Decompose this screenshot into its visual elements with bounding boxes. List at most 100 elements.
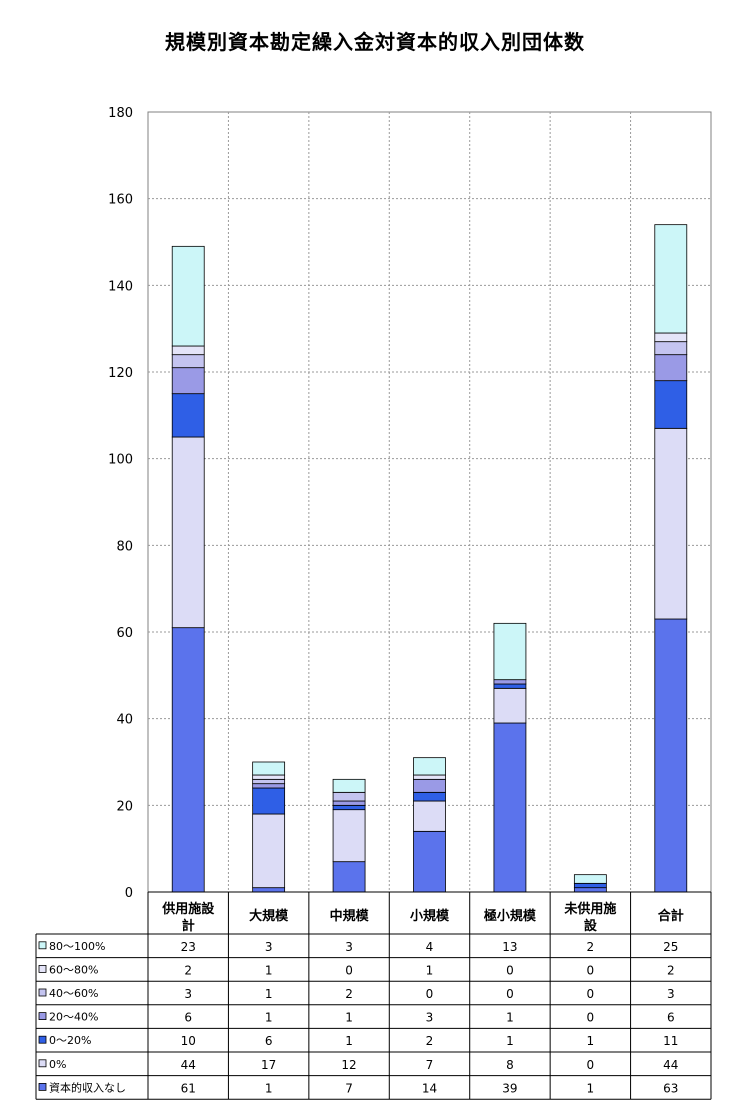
- table-value: 4: [426, 940, 434, 954]
- legend-swatch: [38, 941, 47, 950]
- table-value: 7: [426, 1058, 434, 1072]
- table-value: 14: [422, 1081, 437, 1095]
- table-value: 1: [265, 1081, 273, 1095]
- table-value: 2: [667, 963, 675, 977]
- table-value: 6: [667, 1011, 675, 1025]
- legend-label: 40～60%: [49, 987, 98, 1000]
- table-value: 13: [502, 940, 517, 954]
- axis-layer: 0 20 40 60 80 100 120 140 160 180: [108, 106, 711, 901]
- table-value: 44: [181, 1058, 196, 1072]
- bar-segment: [493, 683, 527, 689]
- bar-segment: [654, 354, 688, 382]
- bar-segment: [252, 774, 286, 780]
- bar-segment: [573, 887, 607, 893]
- y-tick-label: 140: [108, 279, 133, 294]
- y-tick-label: 60: [116, 626, 133, 641]
- table-value: 3: [426, 1011, 434, 1025]
- bar-segment: [171, 354, 205, 369]
- y-tick-label: 160: [108, 193, 133, 208]
- bar-segment: [171, 436, 205, 629]
- bar-segment: [171, 393, 205, 438]
- table-value: 0: [345, 963, 353, 977]
- bar-segment: [171, 367, 205, 395]
- bar-segment: [493, 679, 527, 685]
- bar-segment: [413, 791, 446, 802]
- legend-label: 0%: [49, 1058, 66, 1071]
- y-tick-label: 0: [125, 886, 133, 901]
- table-value: 0: [587, 963, 595, 977]
- table-value: 39: [502, 1081, 517, 1095]
- table-value: 6: [184, 1011, 192, 1025]
- bar-segment: [171, 345, 205, 356]
- bar-segment: [171, 245, 205, 347]
- bar-segment: [252, 887, 286, 893]
- bar-segment: [573, 874, 607, 884]
- table-value: 17: [261, 1058, 276, 1072]
- legend-swatch: [38, 1059, 47, 1068]
- bar-segment: [573, 882, 607, 889]
- bar-segment: [413, 757, 446, 776]
- y-tick-label: 100: [108, 453, 133, 468]
- table-value: 7: [345, 1081, 353, 1095]
- table-value: 0: [587, 987, 595, 1001]
- table-value: 1: [426, 963, 434, 977]
- table-value: 2: [587, 940, 595, 954]
- category-label: 計: [182, 918, 195, 934]
- category-label: 極小規模: [483, 908, 537, 924]
- category-label: 合計: [658, 908, 684, 924]
- bar-segment: [654, 341, 688, 356]
- table-value: 0: [506, 963, 514, 977]
- table-value: 3: [265, 940, 273, 954]
- table-value: 1: [587, 1034, 595, 1048]
- bar-segment: [332, 791, 366, 802]
- table-value: 25: [663, 940, 678, 954]
- bar-segment: [493, 622, 527, 681]
- legend-label: 資本的収入なし: [49, 1080, 126, 1094]
- table-value: 2: [426, 1034, 434, 1048]
- category-label: 大規模: [249, 908, 289, 924]
- table-value: 2: [345, 987, 353, 1001]
- bar-segment: [413, 830, 446, 893]
- legend-label: 0～20%: [49, 1034, 91, 1047]
- bar-segment: [171, 627, 205, 893]
- table-value: 8: [506, 1058, 514, 1072]
- legend-swatch: [38, 1083, 47, 1091]
- table-value: 1: [506, 1034, 514, 1048]
- category-label: 小規模: [410, 908, 450, 924]
- bar-segment: [332, 804, 366, 811]
- bar-segment: [252, 813, 286, 889]
- table-value: 6: [265, 1034, 273, 1048]
- y-tick-label: 40: [116, 713, 133, 728]
- bar-segment: [654, 224, 688, 334]
- table-value: 0: [587, 1011, 595, 1025]
- legend-swatch: [38, 1012, 47, 1020]
- legend-swatch: [38, 988, 47, 997]
- category-label: 中規模: [330, 908, 370, 924]
- table-value: 12: [341, 1058, 356, 1072]
- bar-segment: [493, 722, 527, 893]
- table-value: 1: [587, 1081, 595, 1095]
- table-value: 11: [663, 1034, 678, 1048]
- table-value: 1: [265, 987, 273, 1001]
- table-value: 1: [506, 1011, 514, 1025]
- table-value: 1: [265, 963, 273, 977]
- bar-segment: [654, 332, 688, 343]
- category-label: 設: [584, 918, 598, 934]
- y-tick-label: 120: [108, 366, 133, 381]
- legend-label: 60～80%: [49, 963, 98, 976]
- chart-title: 規模別資本勘定繰入金対資本的収入別団体数: [165, 30, 585, 54]
- bar-segment: [332, 800, 366, 806]
- bar-segment: [413, 800, 446, 832]
- bar-segment: [654, 380, 688, 429]
- bar-segment: [252, 778, 286, 785]
- legend-swatch: [38, 1035, 47, 1044]
- table-value: 1: [265, 1011, 273, 1025]
- bar-segment: [413, 778, 446, 793]
- y-tick-label: 180: [108, 106, 133, 121]
- bar-segment: [252, 783, 286, 789]
- table-value: 10: [181, 1034, 196, 1048]
- table-value: 3: [345, 940, 353, 954]
- bar-segment: [493, 687, 527, 724]
- bar-segment: [252, 787, 286, 815]
